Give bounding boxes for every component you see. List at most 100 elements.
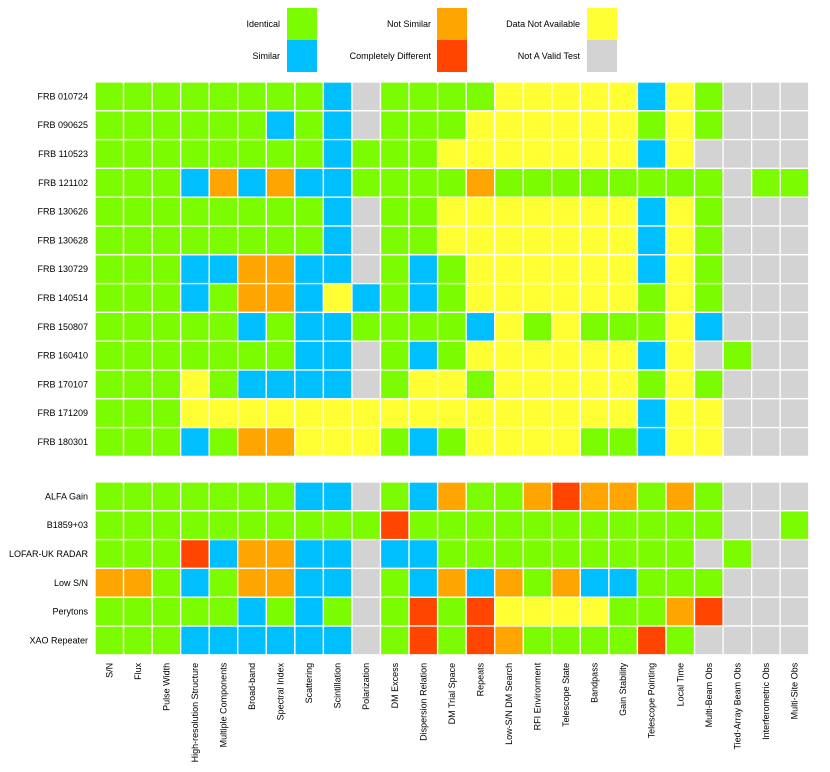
heatmap-cell bbox=[722, 398, 753, 429]
heatmap-cell bbox=[408, 167, 439, 198]
row-label: Low S/N bbox=[54, 578, 88, 588]
heatmap-cell bbox=[436, 426, 467, 458]
heatmap-cell bbox=[522, 369, 553, 400]
heatmap-cell bbox=[294, 311, 325, 342]
heatmap-cell bbox=[94, 81, 125, 112]
heatmap-cell bbox=[665, 510, 696, 541]
heatmap-cell bbox=[436, 196, 467, 227]
heatmap-cell bbox=[265, 225, 296, 256]
column-label: Multiple Components bbox=[219, 662, 229, 747]
heatmap-cell bbox=[179, 81, 210, 112]
heatmap-cell bbox=[294, 481, 325, 512]
heatmap-cell bbox=[779, 167, 810, 198]
heatmap-cell bbox=[608, 369, 639, 400]
heatmap-cell bbox=[151, 282, 182, 314]
heatmap-cell bbox=[208, 282, 239, 314]
heatmap-cell bbox=[522, 282, 553, 314]
heatmap-cell bbox=[122, 538, 153, 570]
heatmap-cell bbox=[693, 426, 724, 458]
row-label: FRB 121102 bbox=[38, 178, 88, 188]
heatmap-cell bbox=[122, 426, 153, 458]
column-label: Local Time bbox=[675, 663, 685, 707]
legend-data-not-available-label: Data Not Available bbox=[506, 19, 580, 29]
column-label: High-resolution Structure bbox=[190, 663, 200, 763]
heatmap-cell bbox=[322, 110, 353, 141]
heatmap-cell bbox=[579, 167, 610, 198]
heatmap-cell bbox=[494, 538, 524, 570]
heatmap-cell bbox=[208, 254, 239, 285]
heatmap-cell bbox=[379, 196, 410, 227]
heatmap-cell bbox=[265, 196, 296, 227]
column-label: Broad-band bbox=[247, 663, 257, 710]
row-label: FRB 110523 bbox=[38, 149, 88, 159]
heatmap-cell bbox=[436, 340, 467, 371]
heatmap-cell bbox=[237, 196, 267, 227]
heatmap-cell bbox=[751, 340, 781, 371]
column-label: Scattering bbox=[304, 663, 314, 704]
heatmap-cell bbox=[436, 596, 467, 627]
heatmap-cell bbox=[408, 110, 439, 141]
heatmap-cell bbox=[294, 510, 325, 541]
heatmap-cell bbox=[379, 311, 410, 342]
heatmap-cell bbox=[693, 138, 724, 170]
heatmap-cell bbox=[636, 196, 667, 227]
heatmap-cell bbox=[722, 481, 753, 512]
heatmap-cell bbox=[408, 426, 439, 458]
heatmap-cell bbox=[551, 625, 581, 656]
heatmap-cell bbox=[179, 282, 210, 314]
heatmap-cell bbox=[122, 167, 153, 198]
heatmap-cell bbox=[693, 340, 724, 371]
heatmap-cell bbox=[751, 510, 781, 541]
heatmap-cell bbox=[551, 196, 581, 227]
heatmap-cell bbox=[693, 369, 724, 400]
heatmap-cell bbox=[522, 311, 553, 342]
column-label: Multi-Site Obs bbox=[790, 662, 800, 719]
heatmap-cell bbox=[237, 340, 267, 371]
heatmap-cell bbox=[237, 81, 267, 112]
heatmap-cell bbox=[351, 311, 382, 342]
heatmap-cell bbox=[237, 538, 267, 570]
heatmap-cell bbox=[322, 196, 353, 227]
heatmap-cell bbox=[522, 340, 553, 371]
heatmap-cell bbox=[208, 311, 239, 342]
heatmap-cell bbox=[322, 538, 353, 570]
heatmap-cell bbox=[265, 426, 296, 458]
heatmap-cell bbox=[94, 254, 125, 285]
heatmap-cell bbox=[294, 138, 325, 170]
heatmap-cell bbox=[294, 225, 325, 256]
heatmap-cell bbox=[208, 538, 239, 570]
heatmap-cell bbox=[179, 254, 210, 285]
heatmap-cell bbox=[522, 110, 553, 141]
heatmap-cell bbox=[237, 138, 267, 170]
legend-completely-different-label: Completely Different bbox=[350, 51, 432, 61]
heatmap-cell bbox=[465, 538, 496, 570]
heatmap-cell bbox=[379, 167, 410, 198]
heatmap-cell bbox=[208, 225, 239, 256]
legend-not-a-valid-test-label: Not A Valid Test bbox=[518, 51, 581, 61]
heatmap-cell bbox=[779, 426, 810, 458]
heatmap-cell bbox=[179, 225, 210, 256]
heatmap-cell bbox=[237, 510, 267, 541]
heatmap-cell bbox=[722, 369, 753, 400]
heatmap-cell bbox=[208, 481, 239, 512]
heatmap-cell bbox=[722, 567, 753, 598]
heatmap-cell bbox=[265, 340, 296, 371]
column-label: S/N bbox=[104, 663, 114, 678]
heatmap-cell bbox=[436, 311, 467, 342]
heatmap-cell bbox=[665, 538, 696, 570]
heatmap-cell bbox=[494, 340, 524, 371]
heatmap-cell bbox=[693, 167, 724, 198]
heatmap-cell bbox=[636, 481, 667, 512]
heatmap-cell bbox=[122, 311, 153, 342]
heatmap-cell bbox=[579, 340, 610, 371]
heatmap-cell bbox=[94, 567, 125, 598]
heatmap-cell bbox=[608, 196, 639, 227]
heatmap-cell bbox=[322, 138, 353, 170]
heatmap-cell bbox=[522, 398, 553, 429]
heatmap-cell bbox=[465, 167, 496, 198]
heatmap-cell bbox=[351, 282, 382, 314]
heatmap-cell bbox=[551, 254, 581, 285]
heatmap-cell bbox=[322, 254, 353, 285]
column-label: Flux bbox=[133, 662, 143, 680]
heatmap-cell bbox=[665, 282, 696, 314]
